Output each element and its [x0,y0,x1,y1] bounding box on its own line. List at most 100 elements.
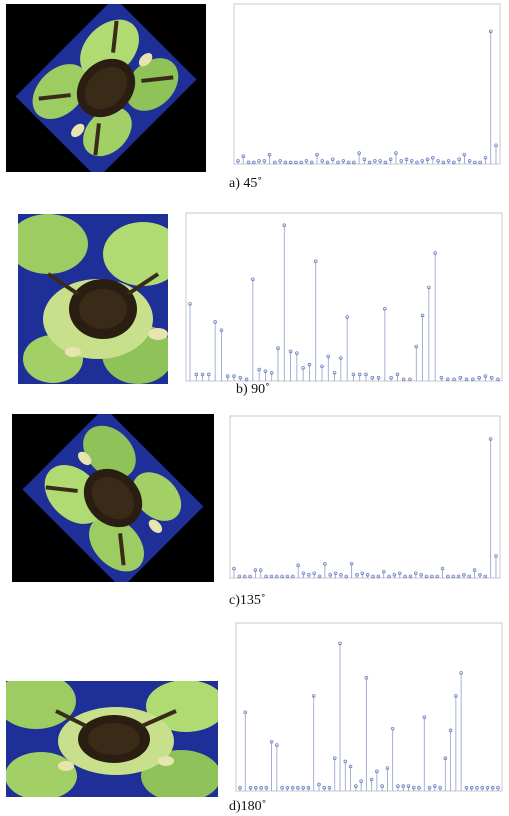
caption-d: d)180˚ [229,799,267,814]
stem-marker [478,573,482,577]
stem-marker [346,160,351,165]
stem-marker [430,574,434,579]
stem-marker [383,307,387,311]
stem-marker [258,568,263,572]
stem-marker [237,574,242,579]
stem-marker [304,159,309,163]
stem-chart-a [224,0,504,170]
stem-marker [291,574,295,579]
rotated-image-180 [6,681,218,797]
stem-marker [496,785,500,790]
stem-marker [451,574,456,579]
stem-marker [285,574,290,579]
stem-marker [311,694,316,698]
stem-marker [385,766,390,770]
stem-marker [315,152,319,157]
stem-marker [480,785,485,790]
stem-marker [433,784,437,788]
stem-marker [200,372,205,377]
stem-marker [380,784,384,788]
stem-marker [274,574,279,579]
stem-marker [330,157,335,162]
stem-marker [236,159,240,163]
stem-marker [483,374,488,378]
stem-marker [364,676,369,680]
stem-marker [313,259,318,264]
stem-marker [296,785,300,790]
stem-marker [376,574,381,579]
figure-panel-b: b) 90˚ [0,205,509,405]
stem-marker [251,277,255,282]
rotated-image-135 [12,414,214,582]
plot-frame [229,415,501,579]
stem-marker [365,573,370,577]
stem-chart-c [220,412,504,584]
stem-marker [351,372,356,377]
stem-marker [285,785,290,790]
stem-marker [496,377,500,382]
stem-marker [317,782,321,787]
stem-marker [283,160,288,165]
stem-marker [373,159,377,163]
stem-marker [427,785,432,790]
stem-marker [483,574,488,579]
stem-marker [471,377,475,382]
stem-marker [369,777,374,782]
stem-marker [238,375,243,380]
stem-marker [439,375,444,380]
rotated-image-45 [6,4,206,172]
stem-marker [306,785,311,790]
stem-marker [238,785,242,790]
stem-marker [494,554,498,558]
stem-marker [232,566,236,571]
stem-marker [448,728,453,733]
crab-photo-180 [6,681,218,797]
stem-marker [464,377,469,382]
stem-marker [241,154,246,159]
stem-marker [327,785,332,790]
stem-marker [483,155,488,160]
caption-b: b) 90˚ [236,382,270,397]
stem-marker [473,160,477,165]
stem-marker [394,151,398,155]
stem-marker [390,726,395,731]
stem-marker [301,785,305,790]
stem-marker [436,159,440,163]
stem-marker [467,574,472,579]
stem-marker [343,759,348,764]
stem-marker [395,372,400,377]
stem-marker [307,573,311,577]
stem-marker [446,159,451,163]
stem-marker [332,371,337,375]
stem-marker [488,437,493,441]
stem-marker [341,159,346,163]
stem-marker [424,574,429,579]
stem-marker [213,320,217,324]
stem-marker [280,785,284,790]
stem-chart-a-svg [233,3,501,165]
stem-marker [459,671,463,675]
stem-marker [458,375,463,380]
stem-marker [494,143,498,148]
stem-marker [401,784,406,788]
stem-marker [431,155,435,160]
stem-marker [443,756,448,761]
stem-marker [232,374,236,378]
stem-marker [288,160,293,165]
stem-marker [288,349,293,354]
stem-marker [299,160,303,165]
stem-marker [339,573,343,577]
stem-marker [477,375,481,380]
stem-marker [269,740,274,744]
stem-marker [207,372,211,377]
stem-marker [296,563,300,568]
stem-marker [339,356,343,360]
stem-marker [326,354,331,359]
stem-marker [225,374,230,378]
stem-marker [408,377,412,382]
stem-marker [378,159,382,163]
plot-frame [235,622,503,792]
stem-marker [253,785,258,790]
stem-marker [336,160,340,165]
stem-marker [295,351,299,355]
